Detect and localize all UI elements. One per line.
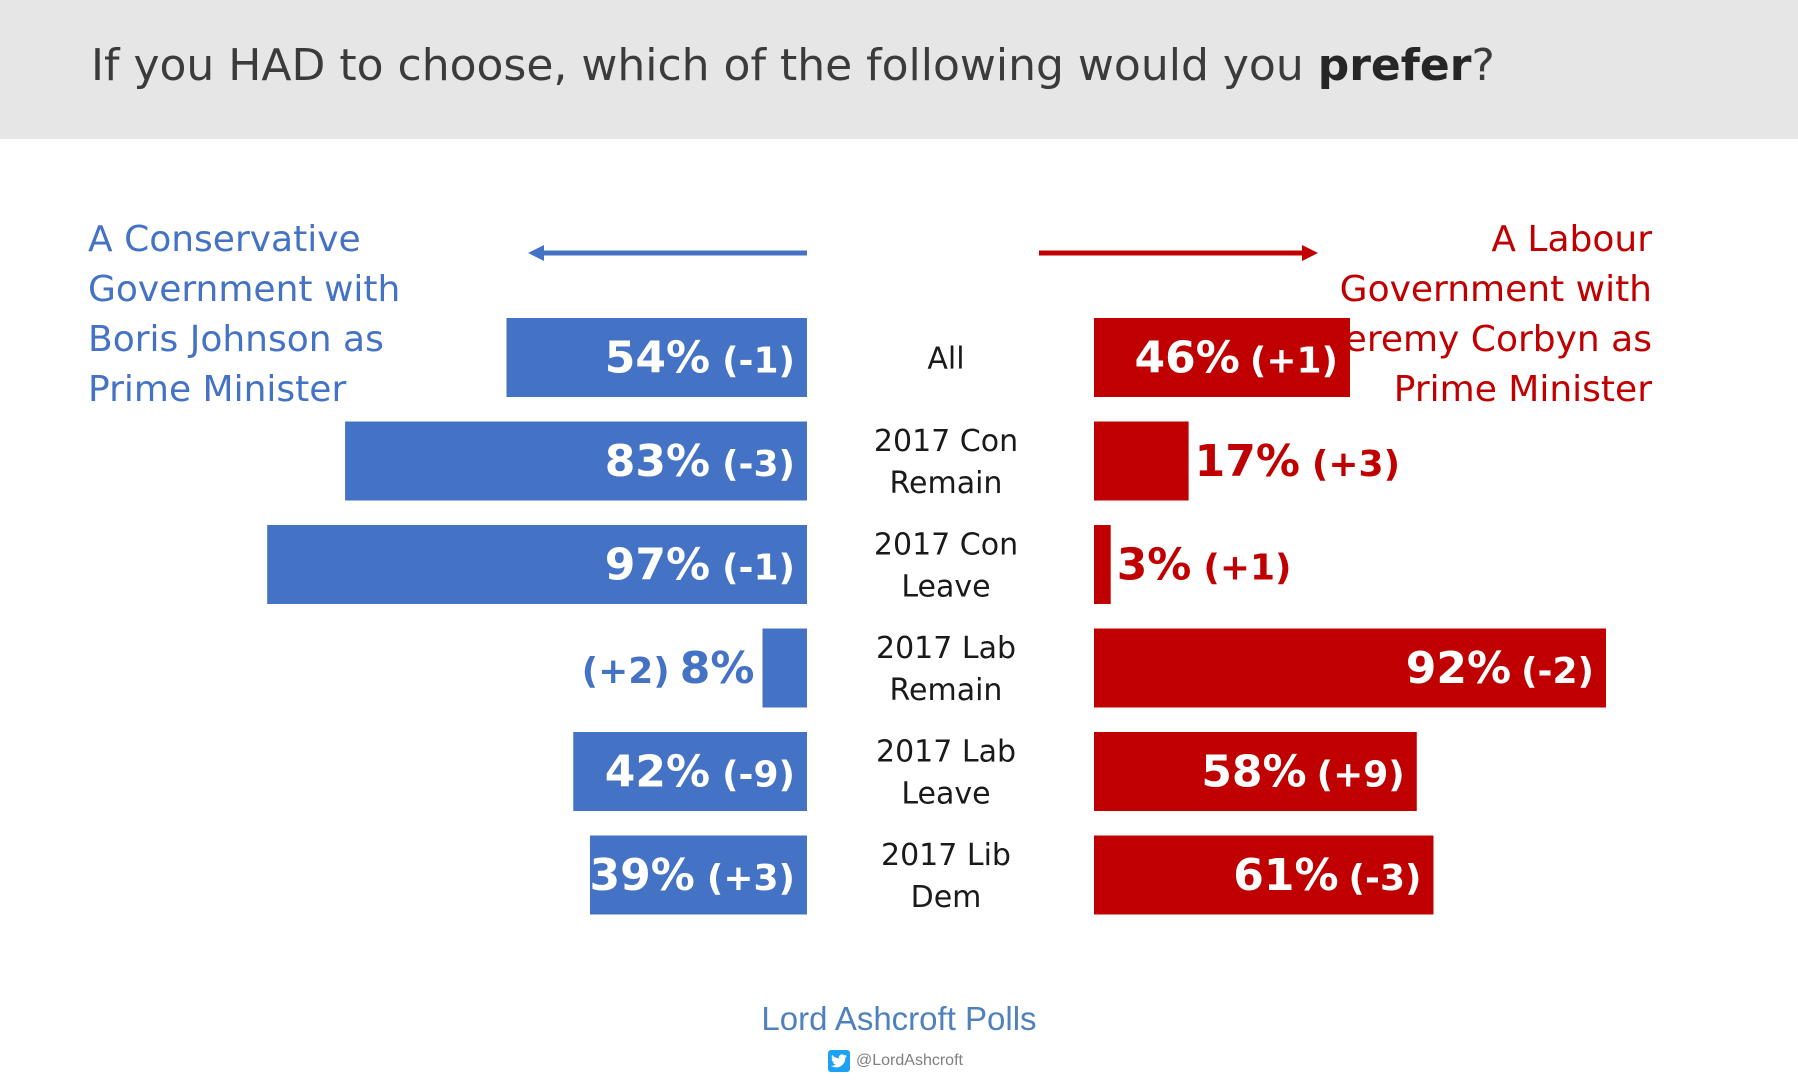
title-bar: If you HAD to choose, which of the follo… [0,0,1798,139]
labour-bar [1094,318,1350,397]
category-label: 2017 Lab [876,735,1016,770]
conservative-series-label: A Conservative Government with Boris Joh… [88,219,401,410]
labour-value-label: 58% (+9) [1201,747,1404,798]
category-label: Remain [890,466,1003,501]
category-label: 2017 Con [874,424,1018,459]
title-emphasis: prefer [1317,40,1472,91]
conservative-bar [267,525,807,604]
labour-series-label: A Labour Government with Jeremy Corbyn a… [1334,219,1652,410]
labour-value-label: 46% (+1) [1135,333,1338,384]
labour-value-label: 17% (+3) [1195,436,1400,487]
labour-value-label: 61% (-3) [1233,850,1421,901]
labour-bar [1094,732,1417,811]
bars-group: 54% (-1) 46% (+1) All 83% (-3) 17% (+3) 2017 Con R… [267,318,1606,915]
conservative-value-label: 97% (-1) [605,540,795,591]
labour-value-label: 3% (+1) [1117,540,1292,591]
category-label: 2017 Lib [881,838,1011,873]
conservative-bar [589,835,807,915]
labour-bar [1094,835,1434,915]
category-label: 2017 Lab [876,631,1016,666]
conservative-value-label: 39% (+3) [590,850,795,901]
category-label: Dem [911,880,982,915]
category-label: Remain [890,673,1003,708]
conservative-value-label: (+2) 8% [582,643,755,694]
category-label: 2017 Con [874,528,1018,563]
labour-arrowhead [1302,245,1318,261]
chart-title: If you HAD to choose, which of the follo… [91,40,1495,91]
footer-handle[interactable]: @LordAshcroft [828,1049,963,1073]
title-text: If you HAD to choose, which of the follo… [91,40,1318,91]
title-end: ? [1471,40,1495,91]
twitter-handle: @LordAshcroft [856,1052,963,1069]
labour-bar [1094,628,1606,708]
labour-bar [1094,421,1189,501]
labour-value-label: 92% (-2) [1406,643,1594,694]
conservative-value-label: 54% (-1) [605,333,795,384]
conservative-bar [506,318,807,397]
category-label: Leave [901,777,990,812]
labour-bar [1094,525,1111,604]
conservative-bar [573,732,807,811]
conservative-arrowhead [528,245,544,261]
twitter-icon[interactable] [828,1050,850,1072]
conservative-bar [345,421,807,501]
conservative-value-label: 42% (-9) [605,747,795,798]
footer-brand: Lord Ashcroft Polls [761,1000,1037,1037]
category-label: Leave [901,570,990,605]
category-label: All [927,342,964,377]
conservative-value-label: 83% (-3) [605,436,795,487]
conservative-bar [762,628,807,708]
